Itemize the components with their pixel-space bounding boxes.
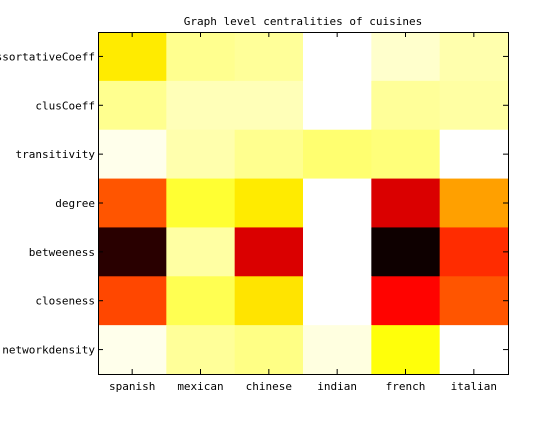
- heatmap-cell-assortativeCoeff-indian: [303, 32, 372, 82]
- heatmap-cell-degree-mexican: [166, 178, 236, 229]
- heatmap-cell-closeness-mexican: [166, 276, 236, 326]
- heatmap-cell-betweeness-mexican: [166, 227, 236, 277]
- heatmap-cell-assortativeCoeff-french: [371, 32, 441, 82]
- x-tick-label: spanish: [109, 380, 155, 393]
- heatmap-cell-clusCoeff-french: [371, 80, 441, 131]
- heatmap-cell-transitivity-mexican: [166, 129, 236, 180]
- heatmap-cell-betweeness-indian: [303, 227, 372, 277]
- heatmap-cell-transitivity-french: [371, 129, 441, 180]
- heatmap-cell-networkdensity-indian: [303, 325, 372, 375]
- heatmap-cell-betweeness-french: [371, 227, 441, 277]
- heatmap-cell-networkdensity-mexican: [166, 325, 236, 375]
- y-tick-label: clusCoeff: [35, 99, 95, 112]
- heatmap-cell-assortativeCoeff-mexican: [166, 32, 236, 82]
- heatmap-cell-assortativeCoeff-chinese: [234, 32, 304, 82]
- y-tick-label: closeness: [35, 295, 95, 308]
- heatmap-cell-transitivity-italian: [439, 129, 509, 180]
- heatmap-cell-clusCoeff-indian: [303, 80, 372, 131]
- heatmap-cell-betweeness-spanish: [98, 227, 167, 277]
- x-tick-label: mexican: [177, 380, 223, 393]
- heatmap-cell-closeness-french: [371, 276, 441, 326]
- y-tick-label: assortativeCoeff: [0, 50, 95, 63]
- heatmap-cells: [98, 32, 509, 375]
- heatmap-cell-transitivity-indian: [303, 129, 372, 180]
- heatmap-cell-degree-italian: [439, 178, 509, 229]
- heatmap-cell-clusCoeff-mexican: [166, 80, 236, 131]
- y-tick-label: betweeness: [29, 246, 95, 259]
- heatmap-cell-degree-french: [371, 178, 441, 229]
- heatmap-cell-closeness-chinese: [234, 276, 304, 326]
- y-tick-label: networkdensity: [2, 344, 95, 357]
- chart-title: Graph level centralities of cuisines: [184, 15, 422, 28]
- x-tick-label: italian: [451, 380, 497, 393]
- heatmap-cell-clusCoeff-italian: [439, 80, 509, 131]
- x-axis: spanish mexican chinese indian french italian: [109, 32, 497, 393]
- heatmap-cell-betweeness-chinese: [234, 227, 304, 277]
- heatmap-cell-betweeness-italian: [439, 227, 509, 277]
- x-tick-label: indian: [317, 380, 357, 393]
- heatmap-cell-degree-indian: [303, 178, 372, 229]
- y-tick-label: degree: [55, 197, 95, 210]
- x-tick-label: chinese: [246, 380, 292, 393]
- heatmap-cell-closeness-spanish: [98, 276, 167, 326]
- heatmap-cell-degree-chinese: [234, 178, 304, 229]
- heatmap-cell-transitivity-chinese: [234, 129, 304, 180]
- heatmap-cell-transitivity-spanish: [98, 129, 167, 180]
- heatmap-cell-networkdensity-french: [371, 325, 441, 375]
- y-axis: assortativeCoeff clusCoeff transitivity deg…: [0, 50, 508, 357]
- heatmap-cell-assortativeCoeff-spanish: [98, 32, 167, 82]
- heatmap-cell-assortativeCoeff-italian: [439, 32, 509, 82]
- heatmap-cell-closeness-indian: [303, 276, 372, 326]
- heatmap-cell-closeness-italian: [439, 276, 509, 326]
- heatmap-cell-clusCoeff-spanish: [98, 80, 167, 131]
- heatmap-cell-networkdensity-italian: [439, 325, 509, 375]
- heatmap-cell-networkdensity-spanish: [98, 325, 167, 375]
- heatmap-cell-networkdensity-chinese: [234, 325, 304, 375]
- x-tick-label: french: [386, 380, 426, 393]
- heatmap-cell-degree-spanish: [98, 178, 167, 229]
- heatmap-cell-clusCoeff-chinese: [234, 80, 304, 131]
- y-tick-label: transitivity: [16, 148, 96, 161]
